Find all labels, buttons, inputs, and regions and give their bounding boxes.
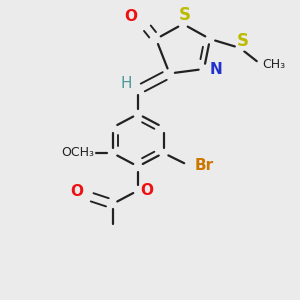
Text: N: N (210, 61, 222, 76)
Text: OCH₃: OCH₃ (61, 146, 94, 160)
Text: O: O (124, 9, 137, 24)
Text: S: S (178, 6, 190, 24)
Text: Br: Br (194, 158, 214, 173)
Text: CH₃: CH₃ (262, 58, 285, 71)
Text: H: H (121, 76, 132, 92)
Text: S: S (237, 32, 249, 50)
Text: O: O (140, 183, 154, 198)
Text: O: O (70, 184, 83, 199)
